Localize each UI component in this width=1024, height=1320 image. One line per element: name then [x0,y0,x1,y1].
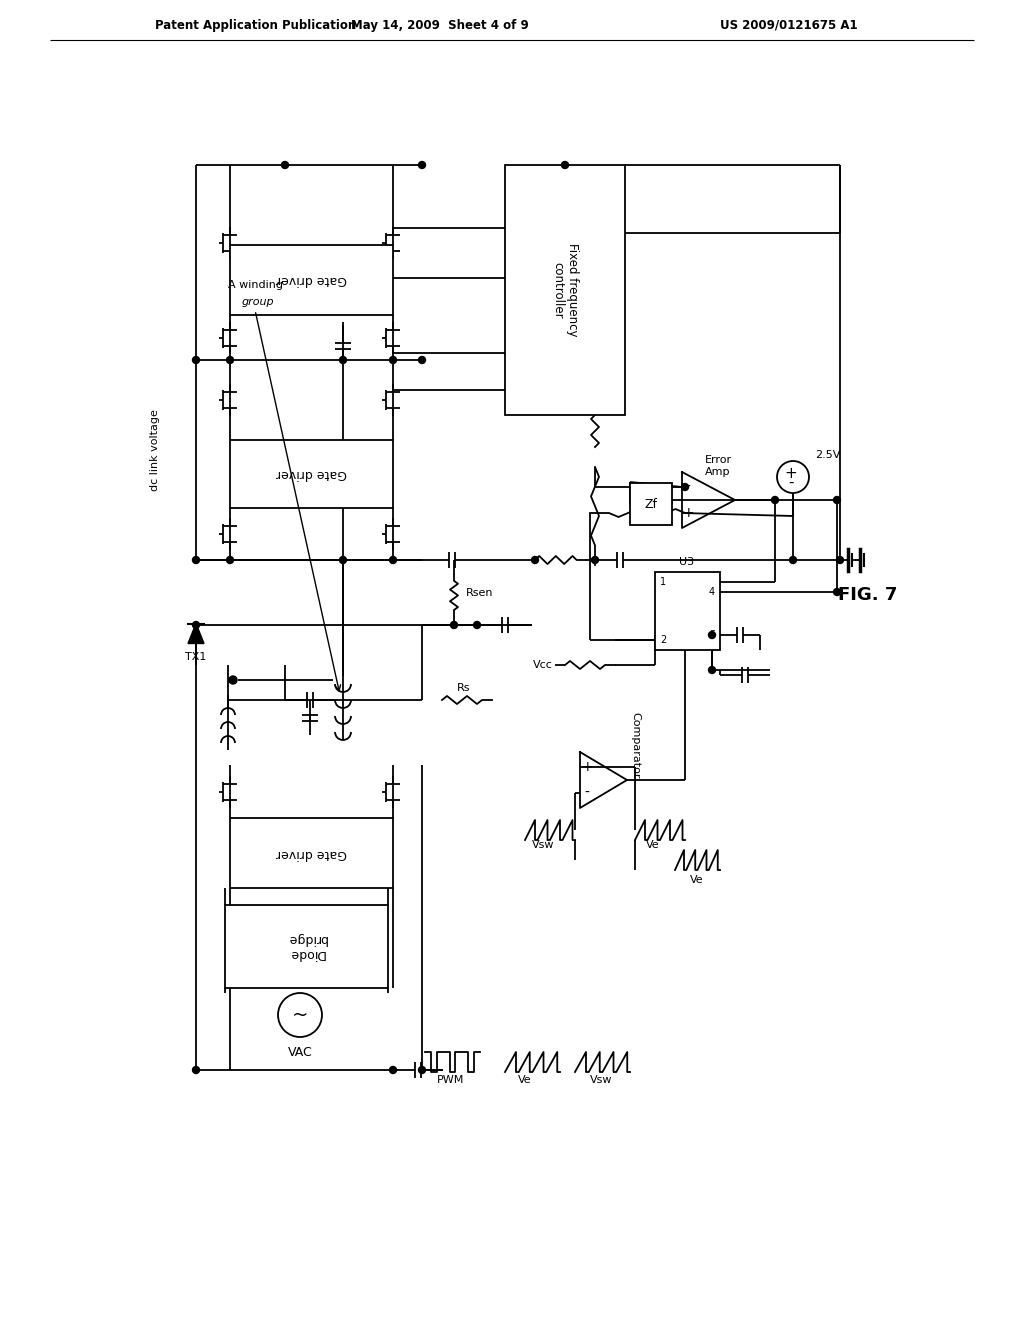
Circle shape [282,161,289,169]
Polygon shape [188,623,204,644]
Bar [655,572,720,649]
Text: +: + [582,760,593,774]
Circle shape [389,356,396,363]
Circle shape [771,496,778,503]
Circle shape [340,557,346,564]
Circle shape [777,461,809,492]
Text: Comparator: Comparator [630,711,640,779]
Circle shape [837,557,844,564]
Circle shape [709,631,716,639]
Bar [505,165,625,414]
Text: PWM: PWM [437,1074,464,1085]
Text: Vcc: Vcc [534,660,553,671]
Text: FIG. 7: FIG. 7 [839,586,898,605]
Text: Ve: Ve [518,1074,531,1085]
Text: Vsw: Vsw [531,840,554,850]
Circle shape [592,557,598,564]
Bar [230,246,393,315]
Text: Rsen: Rsen [466,587,494,598]
Text: TX1: TX1 [185,652,207,663]
Circle shape [419,356,426,363]
Text: 2: 2 [659,635,667,645]
Text: Gate driver: Gate driver [276,273,347,286]
Text: Vsw: Vsw [590,1074,612,1085]
Text: -: - [685,480,690,494]
Text: dc link voltage: dc link voltage [150,409,160,491]
Text: VAC: VAC [288,1047,312,1060]
Text: Patent Application Publication: Patent Application Publication [155,18,356,32]
Circle shape [226,356,233,363]
Text: -: - [788,474,794,490]
Circle shape [531,557,539,564]
Circle shape [193,1067,200,1073]
Text: Amp: Amp [706,467,731,477]
Text: group: group [242,297,274,308]
Circle shape [193,557,200,564]
Text: +: + [682,506,694,520]
Circle shape [389,1067,396,1073]
Text: Gate driver: Gate driver [276,846,347,859]
Text: May 14, 2009  Sheet 4 of 9: May 14, 2009 Sheet 4 of 9 [351,18,528,32]
Text: 4: 4 [709,587,715,597]
Text: U3: U3 [680,557,694,568]
Text: ~: ~ [292,1006,308,1024]
Text: Fixed frequency
controller: Fixed frequency controller [551,243,579,337]
Circle shape [834,589,841,595]
Text: Zf: Zf [644,498,657,511]
Text: Ve: Ve [690,875,703,884]
Circle shape [419,1067,426,1073]
Circle shape [709,667,716,673]
Bar [230,440,393,508]
Text: Ve: Ve [646,840,659,850]
Text: Error: Error [705,455,731,465]
Circle shape [790,557,797,564]
Circle shape [340,356,346,363]
Circle shape [834,496,841,503]
Circle shape [682,483,688,491]
Text: Rs: Rs [458,682,471,693]
Text: -: - [585,785,590,800]
Circle shape [419,161,426,169]
Circle shape [278,993,322,1038]
Text: +: + [784,466,798,482]
Circle shape [229,676,237,684]
Circle shape [389,557,396,564]
Circle shape [193,622,200,628]
Text: 1: 1 [659,577,666,587]
Bar [630,483,672,525]
Text: A winding: A winding [227,280,283,290]
Text: Gate driver: Gate driver [276,467,347,480]
Text: 2.5V: 2.5V [815,450,841,459]
Circle shape [561,161,568,169]
Circle shape [473,622,480,628]
Circle shape [193,356,200,363]
Circle shape [226,557,233,564]
FancyArrowPatch shape [678,599,682,622]
Bar [225,906,388,987]
Text: Diode
bridge: Diode bridge [287,932,327,961]
Text: 5: 5 [709,630,715,640]
Circle shape [451,622,458,628]
Text: US 2009/0121675 A1: US 2009/0121675 A1 [720,18,858,32]
Bar [230,818,393,888]
